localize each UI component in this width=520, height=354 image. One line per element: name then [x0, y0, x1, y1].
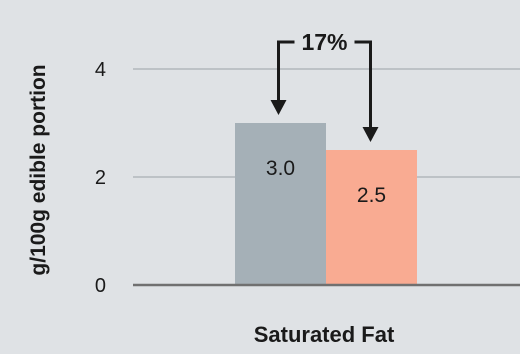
arrow-head-1 [270, 100, 287, 115]
y-axis-ticks: 0 2 4 [95, 59, 106, 297]
category-label: Saturated Fat [254, 322, 395, 347]
value-label-2: 2.5 [357, 184, 386, 207]
arrow-head-2 [362, 127, 379, 142]
bar-1 [235, 123, 326, 285]
value-label-1: 3.0 [266, 157, 295, 180]
bars [235, 123, 417, 285]
annotation-label: 17% [301, 29, 347, 55]
annotation-bracket [277, 40, 372, 130]
y-axis-label: g/100g edible portion [27, 64, 50, 275]
bar-2 [326, 150, 417, 285]
difference-annotation: 17% [270, 29, 379, 142]
y-tick-label-4: 4 [95, 59, 106, 81]
y-tick-label-0: 0 [95, 275, 106, 297]
y-tick-label-2: 2 [95, 167, 106, 189]
value-labels: 3.0 2.5 [266, 157, 386, 207]
